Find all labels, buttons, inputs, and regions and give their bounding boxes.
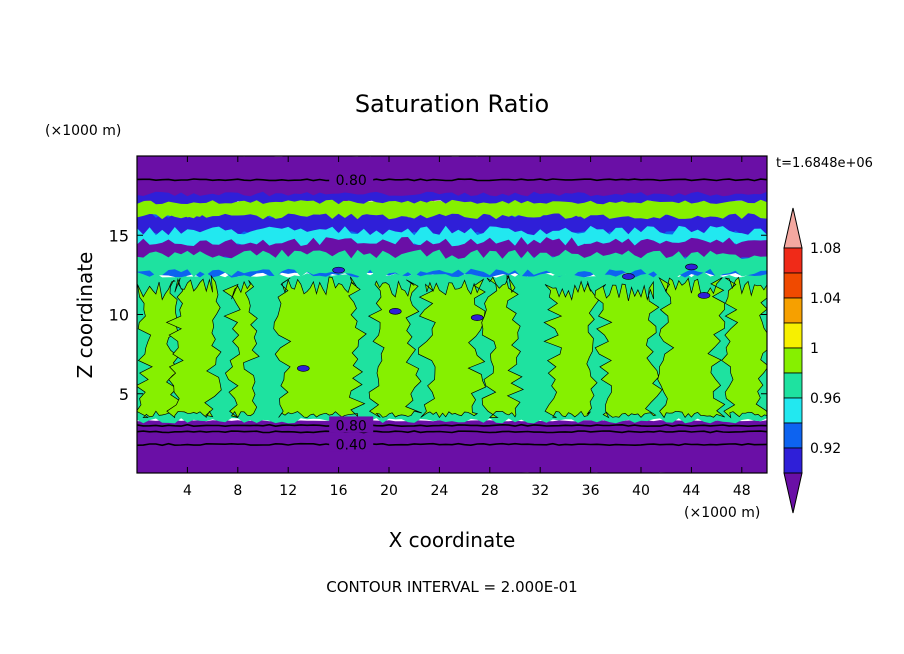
colorbar-swatch bbox=[783, 447, 803, 474]
contour-interval-footer: CONTOUR INTERVAL = 2.000E-01 bbox=[326, 578, 577, 596]
y-tick-label: 10 bbox=[109, 306, 129, 325]
y-axis-label: Z coordinate bbox=[73, 252, 97, 379]
supersaturated-plume bbox=[543, 280, 599, 418]
colorbar-level-label: 0.96 bbox=[810, 391, 841, 407]
layer-low-dry bbox=[137, 420, 767, 473]
x-tick-label: 16 bbox=[330, 483, 348, 499]
tropopause-band bbox=[137, 237, 767, 266]
supersaturated-plume bbox=[273, 276, 367, 418]
colorbar-swatch bbox=[783, 422, 803, 449]
plot-area bbox=[137, 156, 767, 473]
dry-pocket bbox=[297, 365, 310, 372]
x-tick-label: 40 bbox=[632, 483, 650, 499]
dry-pocket bbox=[685, 263, 698, 271]
x-tick-label: 48 bbox=[733, 483, 751, 499]
tropopause-band bbox=[137, 249, 767, 278]
contour-label: 0.80 bbox=[336, 418, 367, 434]
supersaturated-plume bbox=[165, 274, 222, 419]
supersaturated-plume bbox=[418, 278, 487, 419]
colorbar-swatch bbox=[783, 347, 803, 374]
x-tick-label: 12 bbox=[279, 483, 297, 499]
supersaturated-plume bbox=[721, 276, 767, 419]
chart-title: Saturation Ratio bbox=[355, 90, 549, 118]
x-tick-label: 8 bbox=[233, 483, 242, 499]
contour-line bbox=[137, 430, 767, 434]
colorbar-swatch bbox=[783, 247, 803, 274]
colorbar-top-arrow bbox=[783, 207, 803, 249]
contour-line bbox=[137, 178, 767, 182]
supersaturated-plume bbox=[481, 274, 525, 418]
colorbar-level-label: 1.08 bbox=[810, 241, 841, 257]
contour-line bbox=[137, 423, 767, 428]
x-tick-label: 32 bbox=[531, 483, 549, 499]
dry-pocket bbox=[622, 273, 635, 280]
x-axis-label: X coordinate bbox=[389, 528, 516, 552]
y-tick-label: 15 bbox=[109, 226, 129, 245]
tropopause-band bbox=[137, 225, 767, 253]
contour-label: 0.80 bbox=[336, 173, 367, 189]
colorbar-level-label: 0.92 bbox=[810, 441, 841, 457]
dry-pocket bbox=[332, 266, 345, 274]
contour-label: 0.40 bbox=[336, 437, 367, 453]
x-tick-label: 24 bbox=[430, 483, 448, 499]
layer-upper-thin bbox=[137, 198, 767, 220]
time-label: t=1.6848e+06 bbox=[776, 156, 873, 171]
dry-pocket bbox=[697, 292, 711, 299]
contour-label-bg bbox=[329, 416, 374, 433]
dry-pocket bbox=[388, 308, 402, 315]
colorbar-swatch bbox=[783, 272, 803, 299]
y-unit-label: (×1000 m) bbox=[45, 123, 121, 139]
contour-label-bg bbox=[329, 435, 374, 452]
x-unit-label: (×1000 m) bbox=[684, 505, 760, 521]
dry-pocket bbox=[470, 314, 484, 321]
colorbar-swatch bbox=[783, 322, 803, 349]
contour-line bbox=[137, 442, 767, 447]
colorbar-swatch bbox=[783, 297, 803, 324]
x-tick-label: 36 bbox=[582, 483, 600, 499]
upper-blue-streak bbox=[137, 191, 767, 205]
layer-upper-dry bbox=[137, 156, 767, 201]
colorbar-swatch bbox=[783, 397, 803, 424]
x-tick-label: 44 bbox=[682, 483, 700, 499]
x-tick-label: 28 bbox=[481, 483, 499, 499]
supersaturated-plume bbox=[594, 280, 663, 419]
colorbar-swatch bbox=[783, 372, 803, 399]
colorbar-bottom-arrow bbox=[783, 472, 803, 514]
colorbar-legend: 0.92 0.96 1 1.04 1.08 bbox=[783, 207, 841, 514]
supersaturated-plume bbox=[657, 277, 726, 419]
colorbar-level-label: 1.04 bbox=[810, 291, 841, 307]
x-tick-label: 20 bbox=[380, 483, 398, 499]
x-tick-label: 4 bbox=[183, 483, 192, 499]
contour-label-bg bbox=[329, 170, 374, 187]
supersaturated-plume bbox=[222, 280, 260, 419]
supersaturated-plume bbox=[367, 279, 422, 418]
y-tick-label: 5 bbox=[119, 385, 129, 404]
colorbar-level-label: 1 bbox=[810, 341, 819, 357]
